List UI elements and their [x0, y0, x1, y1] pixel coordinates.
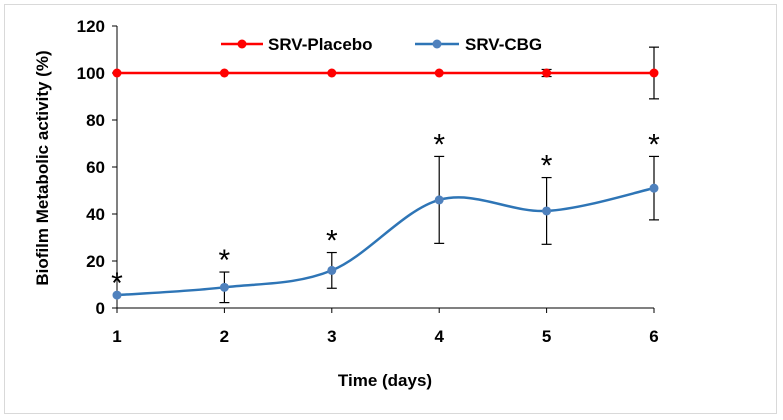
data-point [434, 195, 444, 205]
legend-item-srv-cbg: SRV-CBG [415, 35, 542, 54]
significance-asterisk: * [219, 244, 231, 277]
significance-asterisk: * [541, 150, 553, 183]
x-tick-label: 4 [434, 327, 444, 346]
x-tick-label: 6 [649, 327, 658, 346]
x-tick-label: 2 [220, 327, 229, 346]
y-tick-label: 0 [96, 299, 105, 318]
x-tick-label: 1 [112, 327, 121, 346]
y-tick-label: 80 [86, 111, 105, 130]
y-tick-label: 40 [86, 205, 105, 224]
y-axis-title-group: Biofilm Metabolic activity (%) [33, 50, 52, 285]
significance-asterisk: * [433, 128, 445, 161]
y-tick-label: 20 [86, 252, 105, 271]
axes: 0 20 40 60 80 100 120 1 2 3 4 5 6 [77, 17, 659, 346]
data-point [327, 265, 337, 275]
y-axis-title: Biofilm Metabolic activity (%) [33, 50, 52, 285]
series-srv-placebo [112, 46, 659, 100]
legend-marker [432, 39, 442, 49]
significance-asterisk: * [326, 225, 338, 258]
data-point [112, 68, 122, 78]
y-tick-label: 120 [77, 17, 105, 36]
series-srv-cbg [112, 155, 659, 304]
data-point [649, 183, 659, 193]
y-tick-label: 100 [77, 64, 105, 83]
legend-label: SRV-Placebo [268, 35, 373, 54]
data-point [542, 206, 552, 216]
legend-label: SRV-CBG [465, 35, 542, 54]
data-point [219, 68, 229, 78]
data-point [649, 68, 659, 78]
y-tick-label: 60 [86, 158, 105, 177]
x-tick-label: 3 [327, 327, 336, 346]
significance-asterisk: * [111, 267, 123, 300]
series-line [116, 186, 655, 297]
plot-area: * * * * * * [111, 46, 660, 304]
legend-item-srv-placebo: SRV-Placebo [221, 35, 373, 54]
significance-asterisk: * [648, 128, 660, 161]
data-point [542, 68, 552, 78]
legend: SRV-Placebo SRV-CBG [221, 35, 542, 54]
data-point [219, 282, 229, 292]
data-point [434, 68, 444, 78]
x-axis-title: Time (days) [338, 371, 432, 390]
x-tick-label: 5 [542, 327, 551, 346]
data-point [327, 68, 337, 78]
data-point [112, 290, 122, 300]
legend-marker [237, 39, 247, 49]
